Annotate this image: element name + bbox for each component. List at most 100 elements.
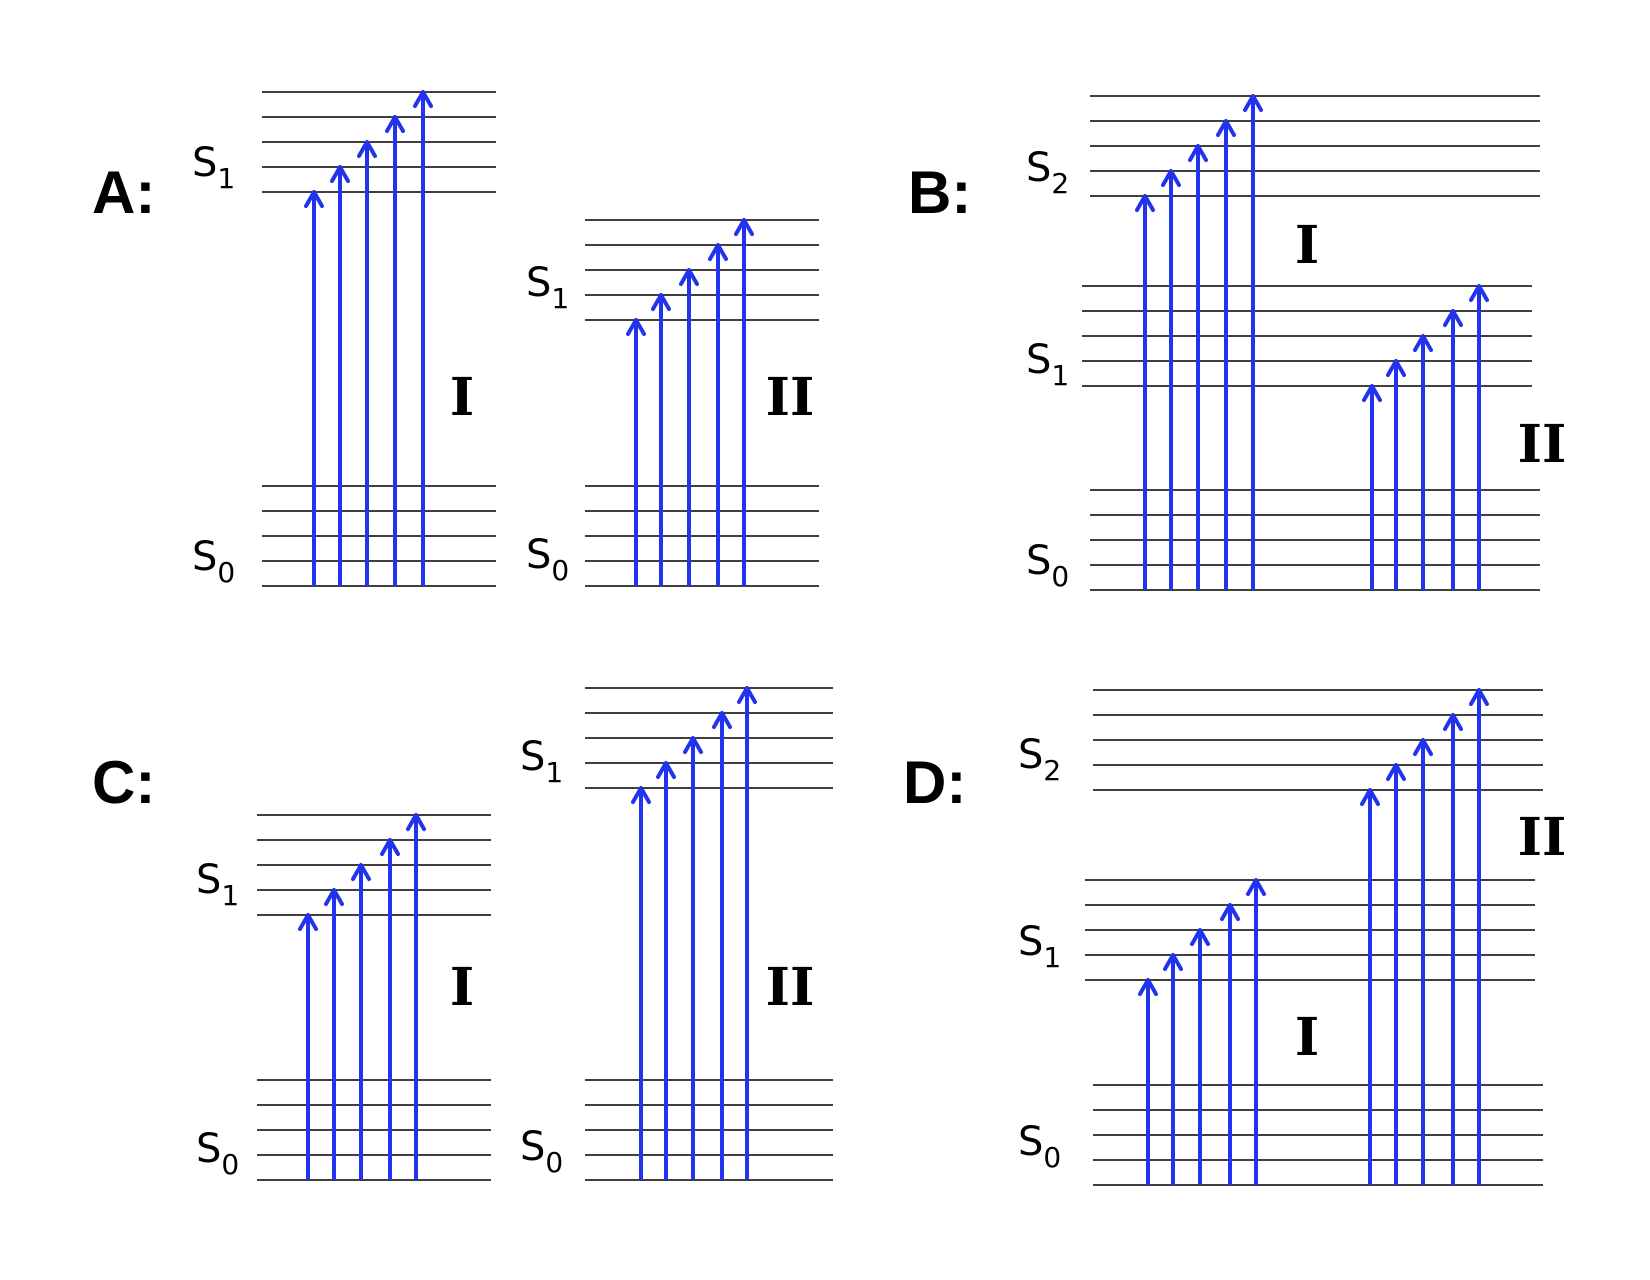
panel-b-ii-excitation-arrow	[1362, 384, 1382, 590]
panel-c-ii-roman: II	[766, 957, 815, 1018]
panel-d-i-roman: I	[1295, 1007, 1319, 1068]
panel-d-ii-excitation-arrow	[1360, 788, 1380, 1185]
panel-a-i-s0-label: S0	[192, 534, 235, 589]
arrow-head	[1386, 359, 1406, 377]
arrow-head	[1443, 309, 1463, 327]
panel-c-i-excitation-arrow	[351, 863, 371, 1180]
panel-a-ii-levels	[585, 219, 819, 587]
panel-c-ii-s0-label: S0	[520, 1124, 563, 1179]
panel-d-ii-arrows	[1360, 688, 1489, 1185]
panel-a-ii-roman: II	[766, 367, 815, 428]
panel-d-ii-excitation-arrow	[1469, 688, 1489, 1185]
panel-c-i-excitation-arrow	[380, 838, 400, 1180]
panel-a-i-excitation-arrow	[304, 190, 324, 586]
panel-c-i-excitation-arrow	[406, 813, 426, 1180]
arrow-head	[1469, 284, 1489, 302]
panel-b-i-excitation-arrow	[1135, 194, 1155, 590]
panel-b-i-roman: I	[1295, 215, 1319, 276]
panel-d-ii-roman: II	[1518, 807, 1567, 868]
arrow-head	[1469, 688, 1489, 706]
panel-c-i-levels	[257, 814, 491, 1181]
panel-b-ii-excitation-arrow	[1413, 334, 1433, 590]
panel-d-i-arrows	[1138, 878, 1266, 1185]
panel-d-s0-label: S0	[1018, 1119, 1061, 1174]
panel-d-s1-levels	[1085, 879, 1535, 981]
panel-b-i-excitation-arrow	[1161, 169, 1181, 590]
panel-a-i-excitation-arrow	[357, 140, 377, 586]
arrow-head	[708, 243, 728, 261]
panel-a-ii-excitation-arrow	[626, 318, 646, 586]
panel-a-i-excitation-arrow	[413, 90, 433, 586]
arrow-head	[1386, 763, 1406, 781]
panel-c-i-arrows	[298, 813, 426, 1180]
arrow-head	[1190, 928, 1210, 946]
panel-d-s2-label: S2	[1018, 732, 1061, 787]
panel-a-i-excitation-arrow	[385, 115, 405, 586]
panel-a-ii-s1-label: S1	[526, 260, 569, 315]
arrow-head	[1216, 119, 1236, 137]
panel-b-s0-label: S0	[1026, 538, 1069, 593]
panel-a-ii-s0-label: S0	[526, 532, 569, 587]
panel-d-ii-excitation-arrow	[1413, 738, 1433, 1185]
panel-a-label: A:	[92, 159, 155, 226]
panel-d-label: D:	[903, 749, 966, 816]
panel-c-ii-excitation-arrow	[656, 761, 676, 1180]
panel-c: C: S1 S0 I S1 S0 II	[92, 686, 833, 1181]
panel-c-ii-arrows	[631, 686, 757, 1180]
arrow-head	[351, 863, 371, 881]
panel-a-diagram-ii: S1 S0 II	[526, 218, 819, 587]
arrow-head	[1135, 194, 1155, 212]
arrow-head	[385, 115, 405, 133]
panel-d-i-excitation-arrow	[1138, 978, 1158, 1185]
arrow-head	[737, 686, 757, 704]
panel-c-diagram-ii: S1 S0 II	[520, 686, 833, 1181]
panel-b-s2-label: S2	[1026, 145, 1069, 200]
panel-b-ii-excitation-arrow	[1443, 309, 1463, 590]
panel-c-ii-excitation-arrow	[631, 786, 651, 1180]
panel-b-i-excitation-arrow	[1188, 144, 1208, 590]
arrow-head	[324, 888, 344, 906]
panel-b-i-excitation-arrow	[1216, 119, 1236, 590]
arrow-head	[626, 318, 646, 336]
panel-c-i-s0-label: S0	[196, 1126, 239, 1181]
arrow-head	[656, 761, 676, 779]
arrow-head	[304, 190, 324, 208]
panel-c-i-excitation-arrow	[324, 888, 344, 1180]
panel-d-ii-excitation-arrow	[1443, 713, 1463, 1185]
panel-b-levels	[1090, 95, 1540, 591]
arrow-head	[734, 218, 754, 236]
arrow-head	[1413, 334, 1433, 352]
arrow-head	[683, 736, 703, 754]
panel-d-levels	[1093, 689, 1543, 1186]
arrow-head	[1246, 878, 1266, 896]
panel-b-label: B:	[908, 159, 971, 226]
arrow-head	[1188, 144, 1208, 162]
panel-a-ii-excitation-arrow	[734, 218, 754, 586]
arrow-head	[1161, 169, 1181, 187]
panel-d-i-excitation-arrow	[1163, 953, 1183, 1185]
panel-b-ii-excitation-arrow	[1469, 284, 1489, 590]
arrow-head	[1362, 384, 1382, 402]
arrow-head	[1413, 738, 1433, 756]
panel-a-i-roman: I	[450, 367, 474, 428]
panel-a-ii-excitation-arrow	[679, 268, 699, 586]
panel-c-ii-excitation-arrow	[683, 736, 703, 1180]
panel-a-i-excitation-arrow	[330, 165, 350, 586]
panel-d-i-excitation-arrow	[1190, 928, 1210, 1185]
arrow-head	[631, 786, 651, 804]
arrow-head	[712, 711, 732, 729]
panel-b-ii-excitation-arrow	[1386, 359, 1406, 590]
panel-c-i-roman: I	[450, 957, 474, 1018]
panel-c-i-excitation-arrow	[298, 913, 318, 1180]
arrow-head	[1243, 94, 1263, 112]
panel-d: D: S2 S1 S0 I II	[903, 688, 1567, 1186]
panel-b-s1-label: S1	[1026, 337, 1069, 392]
arrow-head	[1220, 903, 1240, 921]
panel-a: A: S1 S0 I S1 S0 II	[92, 90, 819, 589]
panel-b-ii-roman: II	[1518, 414, 1567, 475]
arrow-head	[651, 293, 671, 311]
panel-c-ii-s1-label: S1	[520, 734, 563, 789]
panel-a-i-arrows	[304, 90, 433, 586]
